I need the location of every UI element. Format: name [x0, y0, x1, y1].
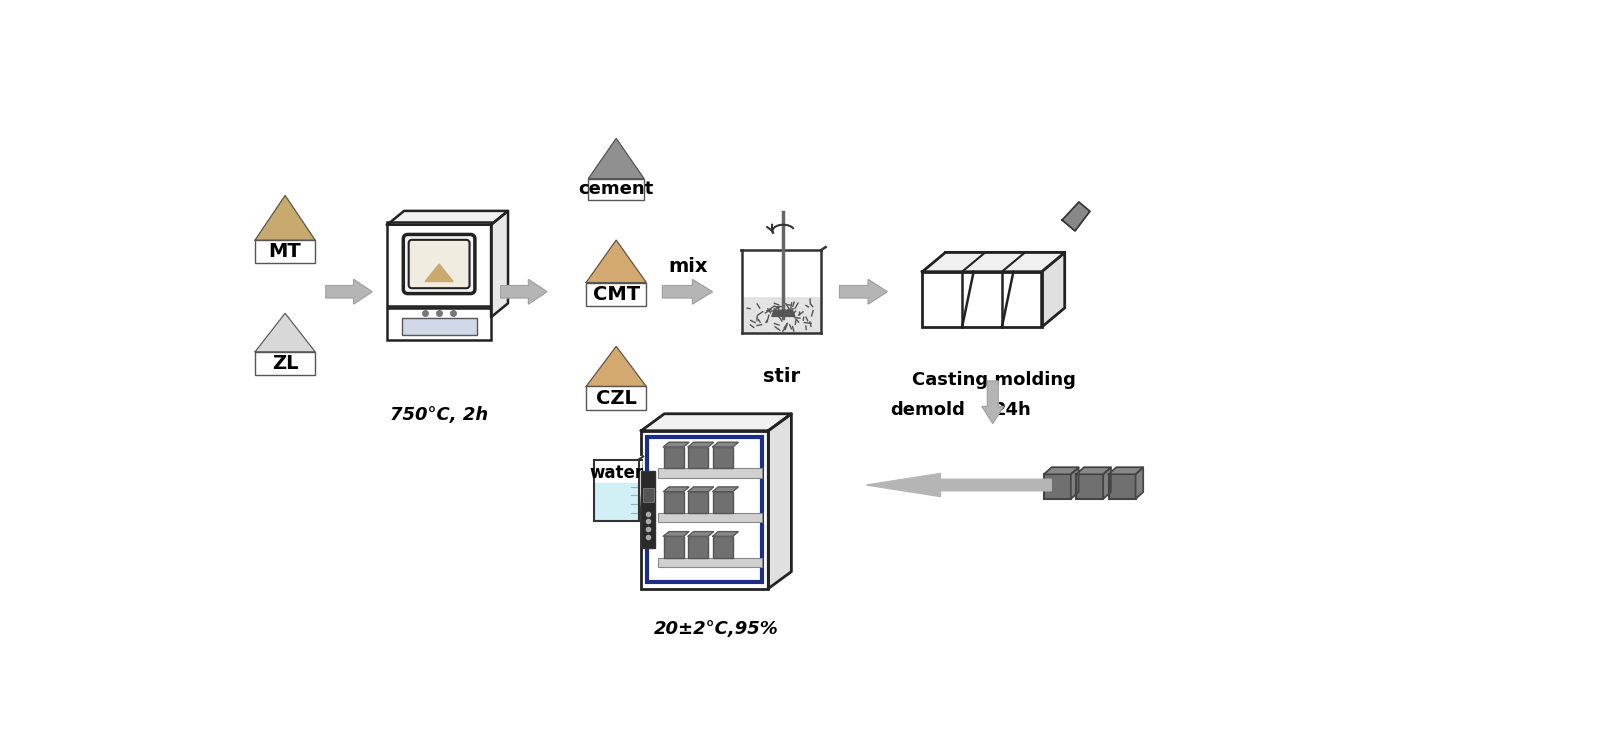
Polygon shape: [255, 196, 316, 240]
FancyBboxPatch shape: [1045, 474, 1070, 499]
FancyBboxPatch shape: [641, 430, 769, 589]
Polygon shape: [641, 414, 791, 430]
Text: CMT: CMT: [593, 284, 639, 304]
FancyBboxPatch shape: [402, 317, 476, 335]
Text: mix: mix: [668, 257, 708, 276]
FancyBboxPatch shape: [658, 513, 763, 522]
Text: 20±2°C,95%: 20±2°C,95%: [654, 620, 779, 638]
FancyBboxPatch shape: [923, 272, 1041, 327]
Text: stir: stir: [763, 368, 801, 386]
Polygon shape: [713, 532, 739, 536]
Polygon shape: [689, 442, 713, 447]
FancyBboxPatch shape: [404, 235, 474, 293]
FancyBboxPatch shape: [255, 240, 316, 263]
FancyBboxPatch shape: [642, 488, 654, 502]
FancyBboxPatch shape: [255, 352, 316, 375]
Text: ZL: ZL: [272, 354, 298, 373]
Polygon shape: [492, 211, 508, 317]
FancyBboxPatch shape: [663, 491, 684, 513]
Polygon shape: [1070, 467, 1078, 499]
Polygon shape: [1104, 467, 1110, 499]
FancyBboxPatch shape: [409, 240, 469, 288]
Polygon shape: [596, 483, 638, 521]
Text: water: water: [590, 464, 644, 482]
Polygon shape: [689, 532, 713, 536]
Polygon shape: [1045, 467, 1078, 474]
FancyBboxPatch shape: [388, 308, 492, 340]
FancyBboxPatch shape: [586, 283, 646, 305]
FancyBboxPatch shape: [641, 471, 655, 548]
Text: cement: cement: [578, 180, 654, 198]
FancyBboxPatch shape: [713, 447, 732, 469]
Polygon shape: [663, 442, 689, 447]
Polygon shape: [742, 298, 820, 333]
FancyBboxPatch shape: [658, 469, 763, 478]
Polygon shape: [1136, 467, 1144, 499]
Polygon shape: [689, 487, 713, 491]
Polygon shape: [586, 346, 646, 386]
Polygon shape: [923, 253, 1065, 272]
Polygon shape: [501, 280, 546, 304]
Text: 24h: 24h: [993, 400, 1032, 418]
FancyBboxPatch shape: [713, 491, 732, 513]
Polygon shape: [594, 457, 642, 521]
Text: CZL: CZL: [596, 388, 636, 407]
Polygon shape: [1041, 253, 1065, 327]
Polygon shape: [388, 211, 508, 225]
FancyBboxPatch shape: [658, 558, 763, 567]
FancyBboxPatch shape: [713, 536, 732, 558]
Text: demold: demold: [891, 400, 964, 418]
Polygon shape: [713, 487, 739, 491]
Polygon shape: [1062, 202, 1089, 231]
FancyBboxPatch shape: [647, 437, 763, 583]
Polygon shape: [769, 414, 791, 589]
FancyBboxPatch shape: [588, 178, 644, 200]
Polygon shape: [325, 280, 372, 304]
Polygon shape: [772, 310, 795, 316]
Polygon shape: [1109, 467, 1144, 474]
FancyBboxPatch shape: [663, 536, 684, 558]
Text: MT: MT: [269, 242, 301, 261]
FancyBboxPatch shape: [1077, 474, 1104, 499]
Polygon shape: [1077, 467, 1110, 474]
Polygon shape: [663, 532, 689, 536]
Polygon shape: [713, 442, 739, 447]
Polygon shape: [425, 264, 453, 281]
FancyBboxPatch shape: [388, 223, 492, 305]
FancyBboxPatch shape: [689, 447, 708, 469]
Polygon shape: [663, 487, 689, 491]
Polygon shape: [662, 280, 713, 304]
Polygon shape: [867, 473, 1051, 496]
Polygon shape: [982, 381, 1003, 424]
FancyBboxPatch shape: [689, 536, 708, 558]
FancyBboxPatch shape: [663, 447, 684, 469]
Polygon shape: [586, 240, 646, 283]
Polygon shape: [255, 314, 316, 352]
Polygon shape: [588, 139, 644, 178]
Text: 750°C, 2h: 750°C, 2h: [389, 406, 489, 424]
Polygon shape: [839, 280, 888, 304]
FancyBboxPatch shape: [586, 386, 646, 410]
FancyBboxPatch shape: [1109, 474, 1136, 499]
Text: Casting molding: Casting molding: [912, 371, 1075, 389]
FancyBboxPatch shape: [689, 491, 708, 513]
